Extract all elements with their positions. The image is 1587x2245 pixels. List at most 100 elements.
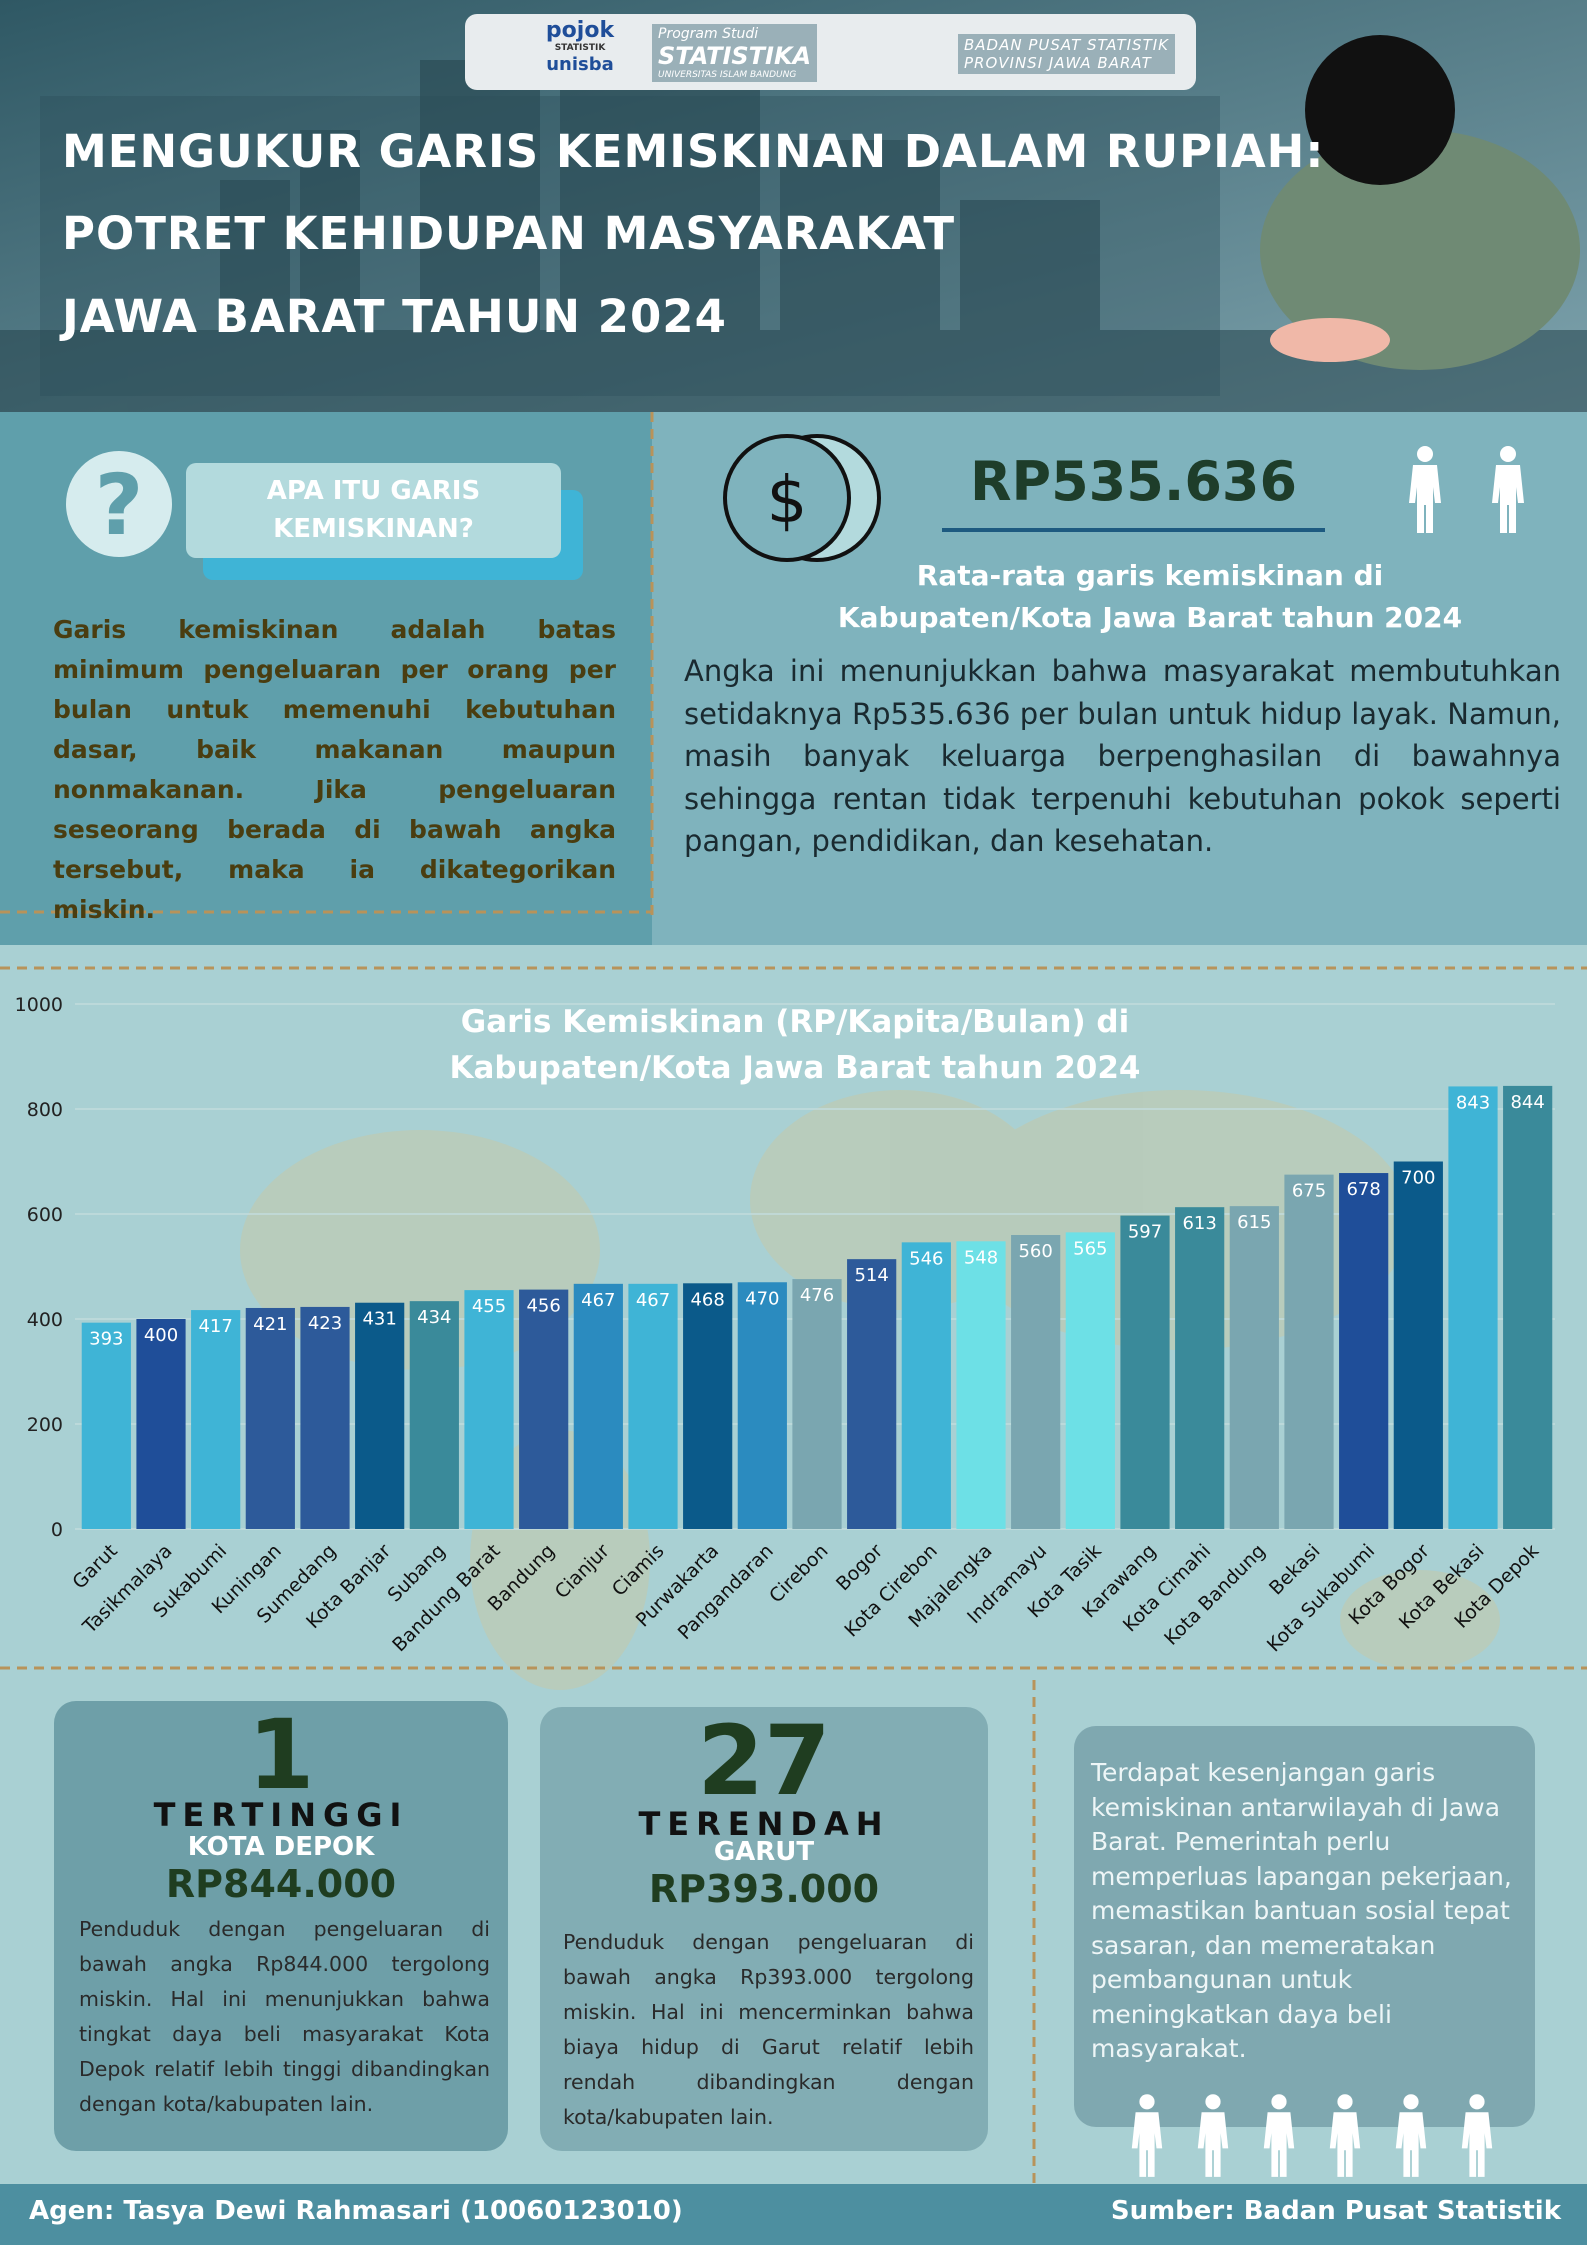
bar — [737, 1282, 787, 1529]
average-value: RP535.636 — [969, 450, 1298, 513]
value-label: 700 — [1401, 1168, 1435, 1189]
bar — [1448, 1086, 1498, 1529]
title: JAWA BARAT TAHUN 2024 — [62, 290, 727, 343]
question-icon — [66, 451, 172, 557]
value-label: 434 — [417, 1307, 451, 1328]
average-body: Angka ini menunjukkan bahwa masyarakat m… — [684, 654, 1561, 858]
title: POTRET KEHIDUPAN MASYARAKAT — [62, 207, 956, 260]
bar — [792, 1279, 842, 1529]
title-box — [40, 96, 1220, 396]
logo: BADAN PUSAT STATISTIK PROVINSI JAWA BARAT — [958, 34, 1176, 74]
y-tick-label: 200 — [27, 1414, 63, 1436]
bar — [1284, 1174, 1334, 1529]
bar — [901, 1242, 951, 1529]
caption-line: Kabupaten/Kota Jawa Barat tahun 2024 — [837, 601, 1463, 634]
value-label: 417 — [198, 1316, 232, 1337]
average-caption: Rata-rata garis kemiskinan di Kabupaten/K… — [700, 555, 1587, 639]
card-body: Penduduk dengan pengeluaran di bawah ang… — [79, 1917, 490, 2116]
rank: 1 — [247, 1699, 315, 1811]
value-label: 455 — [472, 1296, 506, 1317]
bar — [1065, 1232, 1115, 1529]
logo-text: PROVINSI JAWA BARAT — [964, 54, 1152, 72]
chart-title: Garis Kemiskinan (RP/Kapita/Bulan) di — [461, 1004, 1129, 1040]
y-tick-label: 800 — [27, 1099, 63, 1121]
bar — [1503, 1085, 1553, 1529]
sad-person — [1260, 35, 1580, 370]
question-mark: ? — [95, 456, 144, 554]
region: GARUT — [713, 1837, 815, 1867]
conclusion: Terdapat kesenjangan garis kemiskinan an… — [1091, 1758, 1512, 2063]
definition-body: Garis kemiskinan adalah batas minimum pe… — [53, 615, 616, 924]
y-tick-label: 600 — [27, 1204, 63, 1226]
rank-label: TERENDAH — [638, 1805, 890, 1843]
bar — [628, 1283, 678, 1529]
footer-source: Sumber: Badan Pusat Statistik — [1110, 2196, 1561, 2226]
amount: RP393.000 — [648, 1867, 880, 1911]
value-label: 470 — [745, 1288, 779, 1309]
bar — [464, 1290, 514, 1529]
chart-title: Kabupaten/Kota Jawa Barat tahun 2024 — [449, 1050, 1140, 1086]
rank: 27 — [697, 1705, 831, 1817]
card — [54, 1701, 508, 2151]
value-label: 423 — [308, 1313, 342, 1334]
value-label: 548 — [964, 1247, 998, 1268]
bar — [81, 1322, 131, 1529]
dollar-sign: $ — [767, 464, 808, 538]
footer-bg — [0, 2184, 1587, 2245]
y-tick-label: 0 — [51, 1519, 63, 1541]
caption-line: Rata-rata garis kemiskinan di — [916, 559, 1384, 592]
title: MENGUKUR GARIS KEMISKINAN DALAM RUPIAH: — [62, 125, 1325, 178]
value-label: 467 — [636, 1290, 670, 1311]
amount: RP844.000 — [165, 1862, 397, 1906]
bar — [1393, 1161, 1443, 1529]
card — [540, 1707, 988, 2151]
rank-label: TERTINGGI — [153, 1796, 409, 1834]
y-tick-label: 1000 — [15, 994, 63, 1016]
value-label: 400 — [144, 1325, 178, 1346]
value-label: 431 — [362, 1309, 396, 1330]
card-body: Penduduk dengan pengeluaran di bawah ang… — [563, 1930, 974, 2129]
bar — [956, 1241, 1006, 1529]
value-label: 514 — [854, 1265, 888, 1286]
value-label: 565 — [1073, 1238, 1107, 1259]
bar — [1339, 1173, 1389, 1529]
logo-text: BADAN PUSAT STATISTIK — [964, 36, 1170, 54]
bar — [683, 1283, 733, 1529]
card — [1074, 1726, 1535, 2127]
value-label: 678 — [1346, 1179, 1380, 1200]
bar — [355, 1302, 405, 1529]
bar — [1175, 1207, 1225, 1529]
heading-box — [186, 463, 561, 558]
value-label: 421 — [253, 1314, 287, 1335]
coin — [723, 434, 851, 562]
value-label: 476 — [800, 1285, 834, 1306]
bar — [409, 1301, 459, 1529]
value-label: 467 — [581, 1290, 615, 1311]
bar — [1011, 1235, 1061, 1529]
value-label: 468 — [690, 1289, 724, 1310]
logo: Program Studi STATISTIKA UNIVERSITAS ISLAM… — [652, 24, 818, 82]
value-label: 843 — [1456, 1092, 1490, 1113]
bar — [300, 1306, 350, 1529]
bar — [191, 1310, 241, 1529]
bar — [245, 1307, 295, 1529]
logo-text: unisba — [546, 54, 614, 75]
logo-text: STATISTIKA — [658, 42, 812, 70]
bar — [847, 1259, 897, 1529]
value-label: 560 — [1018, 1241, 1052, 1262]
logo-text: UNIVERSITAS ISLAM BANDUNG — [658, 70, 797, 80]
bar — [573, 1283, 623, 1529]
footer-author: Agen: Tasya Dewi Rahmasari (10060123010) — [29, 2196, 683, 2226]
definition-heading: APA ITU GARIS KEMISKINAN? — [266, 476, 481, 544]
region: KOTA DEPOK — [187, 1832, 375, 1862]
logo: pojok STATISTIK unisba — [500, 20, 660, 76]
value-label: 844 — [1510, 1092, 1544, 1113]
bar — [1120, 1215, 1170, 1529]
value-label: 613 — [1182, 1213, 1216, 1234]
y-tick-label: 400 — [27, 1309, 63, 1331]
logo-text: STATISTIK — [554, 43, 606, 53]
value-label: 675 — [1292, 1181, 1326, 1202]
logo-text: Program Studi — [658, 26, 759, 42]
bar — [1229, 1206, 1279, 1529]
